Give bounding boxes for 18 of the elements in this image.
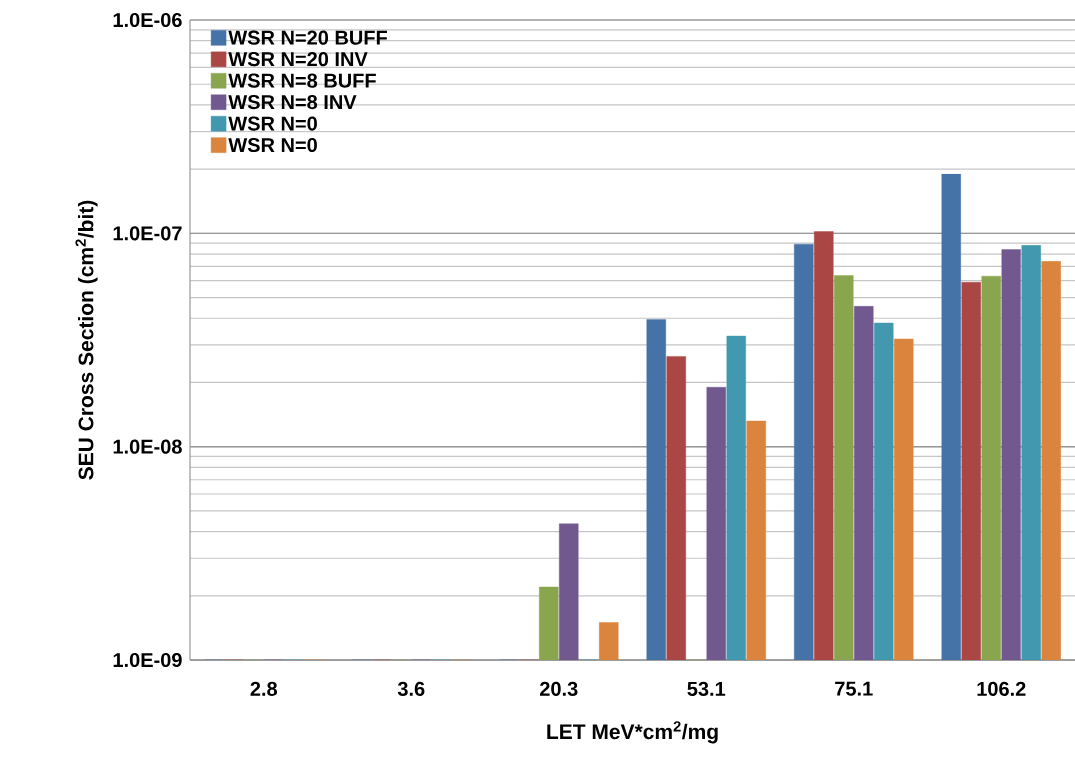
x-tick-label: 20.3 — [539, 681, 578, 696]
legend-label: WSR N=8 BUFF — [228, 73, 376, 88]
x-tick-label: 3.6 — [397, 681, 425, 696]
x-tick-label: 75.1 — [835, 681, 873, 696]
legend-label: WSR N=0 — [228, 116, 317, 131]
x-axis-title: LET MeV*cm$^{2}$/mg — [547, 721, 718, 744]
legend-label: WSR N=20 INV — [228, 52, 368, 67]
y-tick-label: 1.0E-09 — [113, 652, 182, 668]
y-tick-label: 1.0E-08 — [113, 439, 182, 454]
y-tick-label: 1.0E-06 — [113, 12, 182, 28]
x-tick-label: 106.2 — [977, 681, 1026, 696]
y-axis-title: SEU Cross Section (cm$^{2}$/bit) — [75, 200, 98, 480]
legend-label: WSR N=8 INV — [228, 95, 357, 110]
x-tick-label: 2.8 — [250, 681, 278, 696]
legend-label: WSR N=0 — [228, 137, 317, 153]
y-tick-label: 1.0E-07 — [113, 226, 182, 241]
legend-label: WSR N=20 BUFF — [228, 30, 388, 45]
x-tick-label: 53.1 — [687, 681, 726, 696]
